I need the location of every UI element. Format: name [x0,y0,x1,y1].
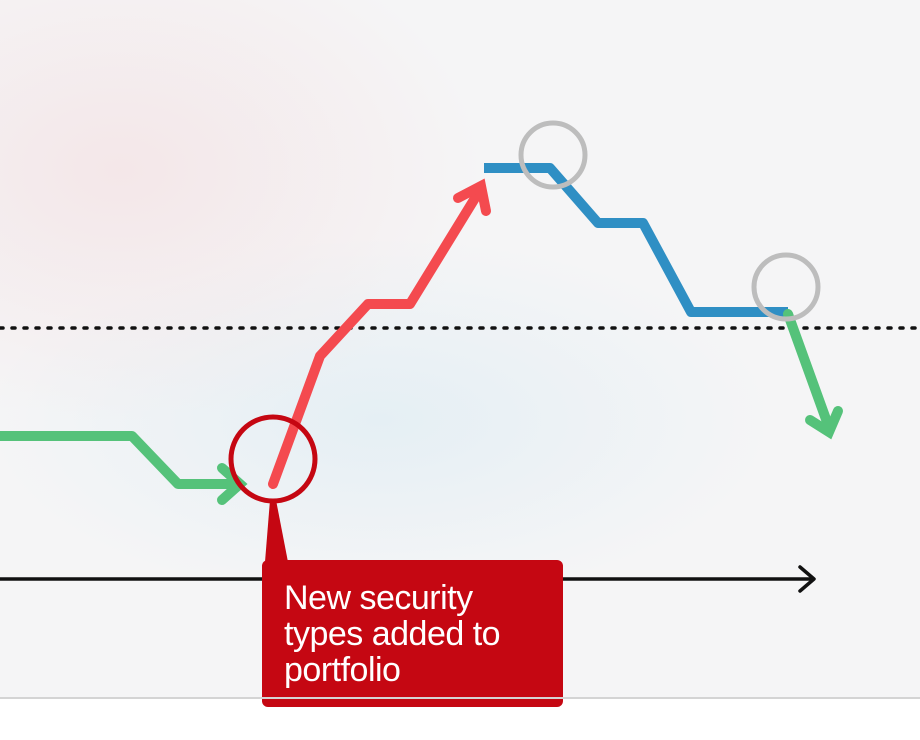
callout-box: New security types added to portfolio [262,560,563,707]
blue-path-declining [484,163,788,317]
red-path-rising [268,178,491,489]
bottom-divider [0,697,920,699]
performance-path-diagram [0,120,920,593]
green-path-left [0,431,248,505]
diagram-background [0,0,920,698]
callout-marker [228,414,318,562]
gray-marker-crossing [751,252,821,322]
green-path-right [783,309,843,440]
callout-text: New security types added to portfolio [284,579,501,689]
gray-marker-peak [518,120,588,190]
